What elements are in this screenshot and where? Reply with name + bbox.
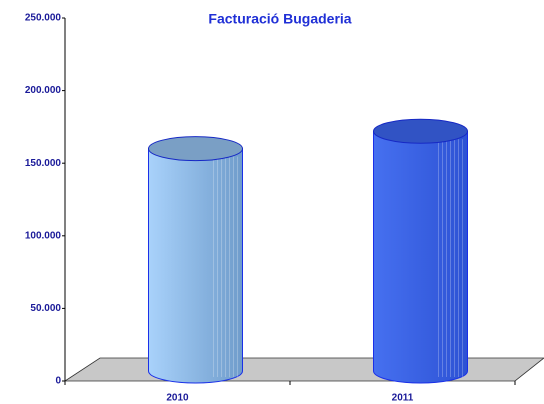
chart-title: Facturació Bugaderia [208,11,351,27]
y-tick-label: 150.000 [25,158,62,169]
x-tick-label: 2011 [392,393,414,404]
cylinder-body [148,148,243,384]
cylinder-top [148,136,243,162]
bar [148,136,243,384]
y-tick-label: 100.000 [25,230,62,241]
cylinder-body [373,130,468,384]
x-tick-label: 2010 [166,393,189,404]
cylinder-top [373,118,468,144]
floor [63,357,544,382]
y-tick-label: 200.000 [25,85,62,96]
y-tick-label: 250.000 [25,13,62,24]
y-tick-label: 0 [55,376,61,387]
y-tick-label: 50.000 [30,303,61,314]
bar [373,118,468,384]
